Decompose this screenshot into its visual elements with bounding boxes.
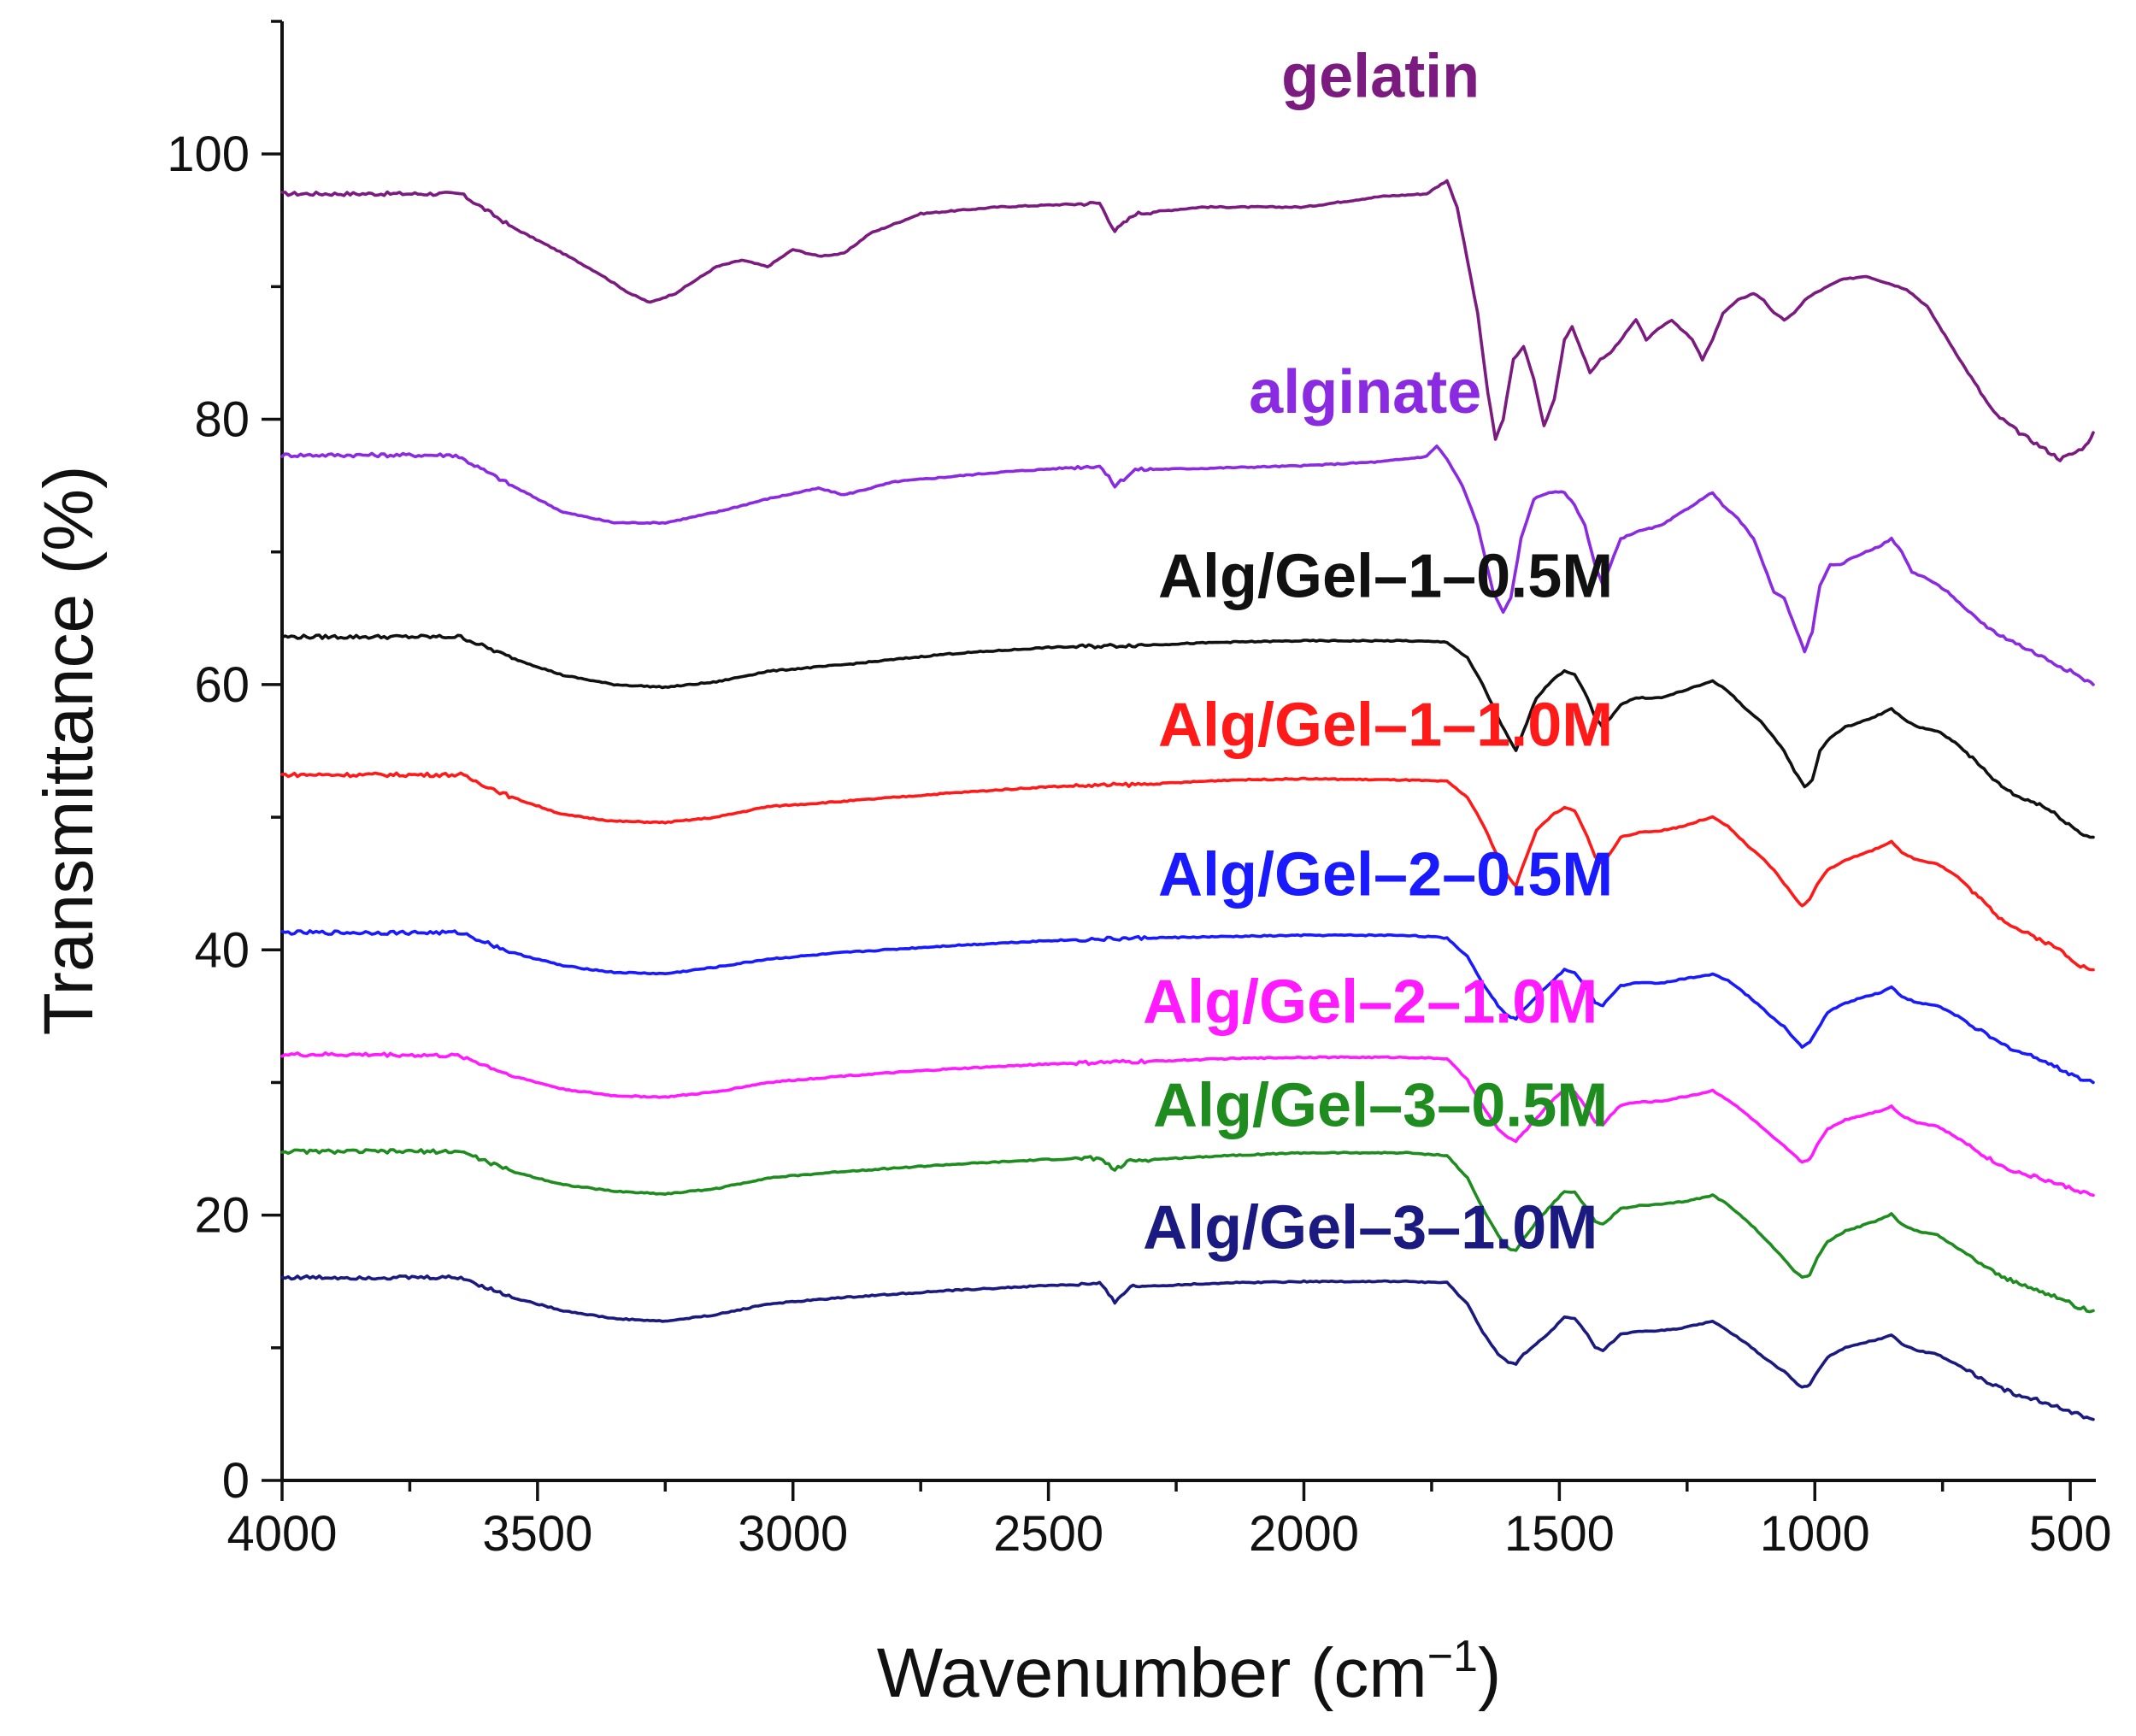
series-curve-2 [280,633,2095,839]
y-axis-title: Transmittance (%) [30,466,108,1036]
series-curves [280,179,2095,1421]
tick-labels: 4000 3500 3000 2500 2000 1500 1000 500 0 20 40 60 80… [167,127,2111,1562]
series-curve-1 [280,444,2095,686]
series-label-7: Alg/Gel–3–1.0M [1143,1193,1598,1262]
ticks [262,20,2072,1501]
x-tick-label: 2500 [993,1506,1103,1562]
x-tick-label: 2000 [1249,1506,1359,1562]
x-axis-title-superscript: −1 [1427,1632,1478,1681]
x-tick-label: 4000 [227,1506,337,1562]
y-tick-label: 100 [167,127,250,182]
series-labels: gelatin alginate Alg/Gel–1–0.5M Alg/Gel–1–1… [1143,42,1613,1262]
x-axis-title-main: Wavenumber (cm [877,1634,1427,1712]
x-tick-label: 1000 [1760,1506,1870,1562]
series-curve-0 [280,179,2095,462]
series-curve-6 [280,1148,2095,1314]
series-label-2: Alg/Gel–1–0.5M [1158,542,1613,610]
series-curve-7 [280,1274,2095,1421]
x-axis-title-close: ) [1478,1634,1501,1712]
y-tick-label: 60 [194,657,250,713]
series-curve-3 [280,771,2095,972]
series-label-4: Alg/Gel–2–0.5M [1158,841,1613,909]
y-tick-label: 40 [194,922,250,978]
x-tick-label: 3500 [482,1506,592,1562]
x-tick-label: 500 [2029,1506,2112,1562]
series-label-5: Alg/Gel–2–1.0M [1143,968,1598,1037]
series-curve-4 [280,929,2095,1085]
y-tick-label: 80 [194,392,250,448]
y-tick-label: 0 [222,1453,250,1509]
x-tick-label: 1500 [1504,1506,1615,1562]
x-axis-title: Wavenumber (cm−1) [877,1632,1502,1712]
x-tick-label: 3000 [738,1506,848,1562]
series-label-1: alginate [1249,358,1481,427]
series-label-3: Alg/Gel–1–1.0M [1158,691,1613,759]
series-label-0: gelatin [1281,42,1480,110]
axes [280,21,2096,1482]
series-curve-5 [280,1051,2095,1198]
y-tick-label: 20 [194,1188,250,1244]
series-label-6: Alg/Gel–3–0.5M [1153,1072,1608,1140]
